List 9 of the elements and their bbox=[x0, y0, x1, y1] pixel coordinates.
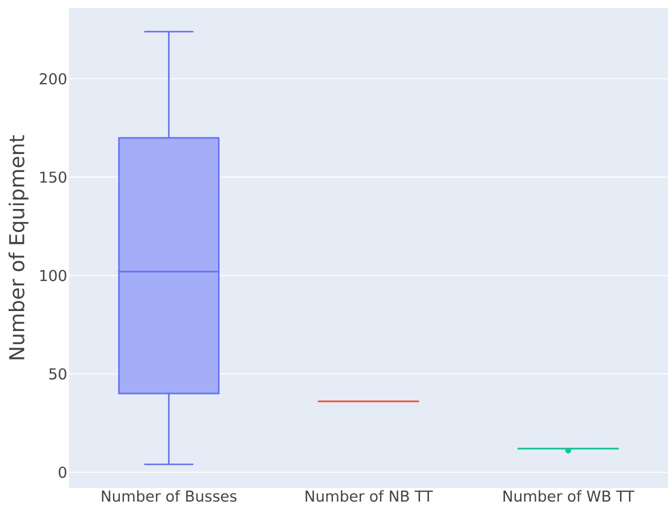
y-tick-label: 0 bbox=[58, 466, 66, 478]
x-tick-label: Number of NB TT bbox=[306, 490, 433, 502]
y-axis-title: Number of Equipment bbox=[8, 135, 28, 360]
y-tick-label: 200 bbox=[40, 73, 66, 84]
y-tick-label: 100 bbox=[40, 270, 66, 282]
y-tick-label: 50 bbox=[49, 368, 66, 380]
x-tick-label: Number of WB TT bbox=[504, 490, 634, 502]
x-tick-label: Number of Busses bbox=[102, 490, 236, 502]
y-tick-label: 150 bbox=[40, 171, 66, 183]
